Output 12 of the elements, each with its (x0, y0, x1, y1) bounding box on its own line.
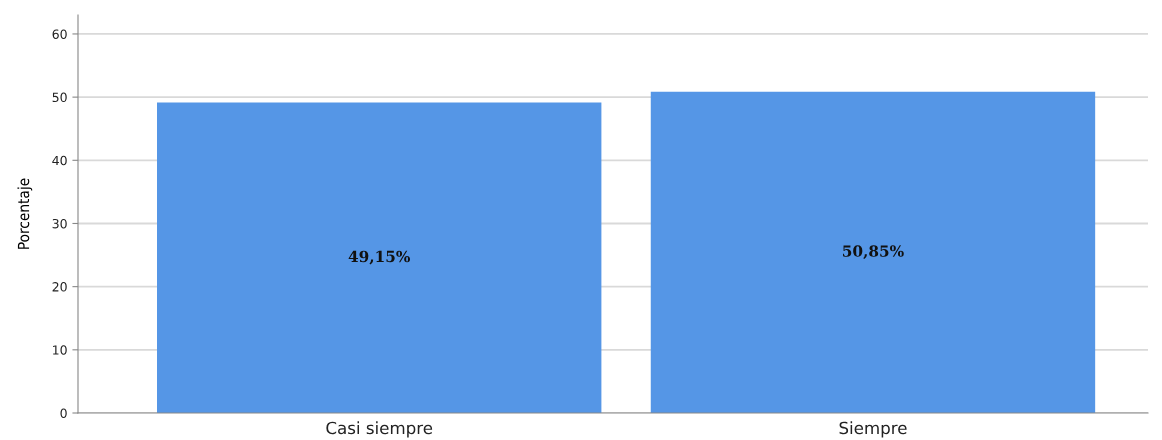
y-tick-label: 20 (52, 282, 67, 292)
data-label: 50,85% (843, 245, 904, 260)
x-tick-label: Siempre (839, 421, 907, 438)
x-tick-label: Casi siempre (326, 421, 433, 438)
y-tick-label: 60 (52, 29, 67, 39)
y-axis-title: Porcentaje (17, 178, 33, 249)
y-tick-label: 30 (52, 218, 67, 229)
y-tick-label: 0 (60, 408, 67, 418)
data-label: 49,15% (348, 250, 411, 265)
y-tick-label: 50 (52, 92, 67, 103)
y-tick-label: 10 (53, 345, 67, 355)
y-tick-label: 40 (52, 155, 67, 166)
